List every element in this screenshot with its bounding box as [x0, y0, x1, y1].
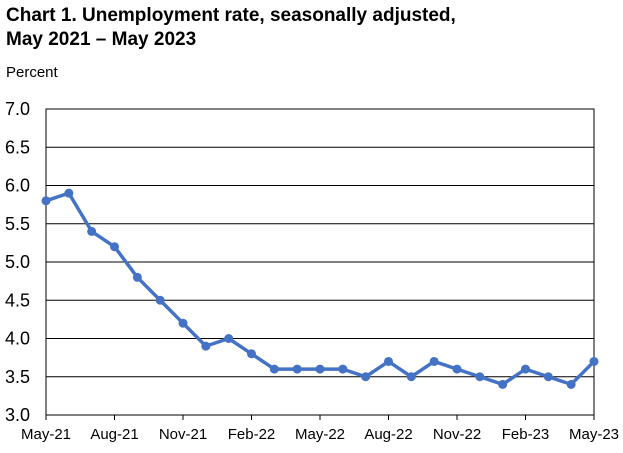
- y-tick-label-6.0: 6.0: [5, 176, 30, 196]
- data-point-Dec-22: [475, 372, 485, 382]
- y-tick-label-5.5: 5.5: [5, 214, 30, 234]
- x-tick-label-Aug-22: Aug-22: [364, 426, 412, 443]
- data-point-Oct-21: [155, 295, 165, 305]
- data-point-Feb-22: [247, 349, 256, 359]
- data-point-Jun-21: [64, 188, 74, 198]
- y-tick-label-7.0: 7.0: [5, 99, 30, 119]
- data-point-Feb-23: [521, 364, 530, 374]
- data-point-Sep-22: [406, 372, 416, 382]
- data-point-Apr-22: [292, 364, 302, 374]
- data-point-Sep-21: [132, 272, 142, 282]
- x-tick-label-May-22: May-22: [295, 426, 345, 443]
- x-tick-label-May-23: May-23: [569, 426, 619, 443]
- data-point-May-21: [41, 196, 51, 206]
- y-tick-label-3.0: 3.0: [5, 405, 30, 425]
- data-point-Mar-23: [543, 372, 553, 382]
- data-point-Jan-23: [498, 379, 508, 389]
- data-point-Jun-22: [338, 364, 348, 374]
- series-line: [45, 191, 596, 387]
- data-point-Aug-22: [384, 356, 393, 366]
- x-tick-label-May-21: May-21: [21, 426, 71, 443]
- y-axis-label: Percent: [6, 64, 58, 81]
- y-tick-label-4.0: 4.0: [5, 329, 30, 349]
- data-point-Apr-23: [566, 379, 576, 389]
- data-point-Dec-21: [201, 341, 211, 351]
- chart-title: Chart 1. Unemployment rate, seasonally a…: [6, 4, 456, 52]
- data-point-Jan-22: [224, 334, 234, 343]
- x-tick-label-Nov-21: Nov-21: [159, 426, 207, 443]
- y-axis-ticks: 3.0 3.5 4.0 4.5 5.0 5.5 6.0 6.5 7.0: [5, 99, 30, 425]
- y-tick-label-5.0: 5.0: [5, 252, 30, 272]
- data-point-Nov-21: [178, 318, 188, 328]
- data-point-Nov-22: [452, 364, 462, 374]
- data-point-Mar-22: [269, 364, 279, 374]
- chart-title-line-1: Chart 1. Unemployment rate, seasonally a…: [6, 5, 456, 26]
- x-tick-label-Feb-23: Feb-23: [502, 426, 550, 443]
- x-axis-ticks: May-21 Aug-21 Nov-21 Feb-22 May-22 Aug-22 Nov-…: [21, 415, 619, 443]
- y-tick-label-3.5: 3.5: [5, 367, 30, 387]
- x-tick-label-Feb-22: Feb-22: [228, 426, 276, 443]
- series-unemployment-rate: [41, 188, 599, 389]
- data-point-Aug-21: [110, 242, 119, 252]
- data-point-Jul-21: [87, 226, 97, 236]
- y-tick-label-4.5: 4.5: [5, 290, 30, 310]
- data-point-May-23: [589, 356, 599, 366]
- data-point-Oct-22: [429, 356, 439, 366]
- data-point-May-22: [315, 364, 325, 374]
- data-point-Jul-22: [361, 372, 371, 382]
- x-tick-label-Aug-21: Aug-21: [90, 426, 138, 443]
- x-tick-label-Nov-22: Nov-22: [433, 426, 481, 443]
- chart-title-line-2: May 2021 – May 2023: [6, 29, 197, 50]
- y-tick-label-6.5: 6.5: [5, 137, 30, 157]
